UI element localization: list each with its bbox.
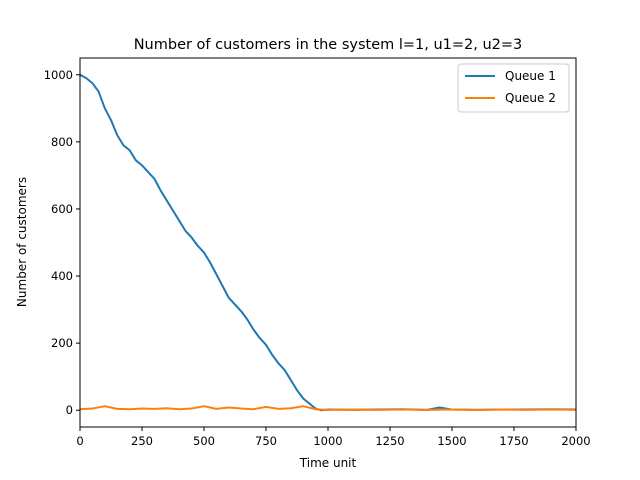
plot-area <box>79 57 577 428</box>
y-tick-label: 0 <box>66 403 73 417</box>
x-tick-label: 500 <box>193 434 215 448</box>
x-tick-label: 1250 <box>375 434 404 448</box>
x-tick-label: 2000 <box>561 434 590 448</box>
x-tick-label: 1500 <box>437 434 466 448</box>
series-layer <box>80 73 576 412</box>
y-axis: 0 200 400 600 800 1000 <box>44 68 80 417</box>
x-tick-label: 0 <box>76 434 83 448</box>
y-tick-label: 400 <box>51 269 73 283</box>
y-axis-label: Number of customers <box>15 177 29 307</box>
x-tick-label: 750 <box>255 434 277 448</box>
chart-title: Number of customers in the system l=1, u… <box>134 37 523 53</box>
y-tick-label: 800 <box>51 135 73 149</box>
legend: Queue 1 Queue 2 <box>457 63 570 113</box>
x-tick-label: 250 <box>131 434 153 448</box>
y-tick-label: 600 <box>51 202 73 216</box>
x-axis: 0 250 500 750 1000 1250 1500 1750 2000 <box>76 427 591 448</box>
x-axis-label: Time unit <box>299 456 357 470</box>
legend-label-queue-1: Queue 1 <box>505 69 556 83</box>
x-tick-label: 1750 <box>499 434 528 448</box>
y-tick-label: 200 <box>51 336 73 350</box>
y-tick-label: 1000 <box>44 68 73 82</box>
legend-label-queue-2: Queue 2 <box>505 91 556 105</box>
x-tick-label: 1000 <box>313 434 342 448</box>
series-line-queue-2 <box>80 405 576 411</box>
series-line-queue-1 <box>80 73 576 412</box>
